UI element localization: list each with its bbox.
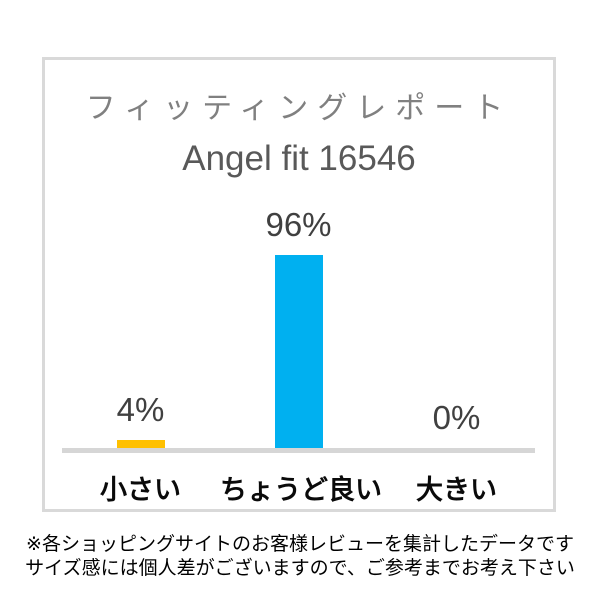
product-subtitle: Angel fit 16546 xyxy=(182,139,416,178)
category-labels-row: 小さい ちょうど良い 大きい xyxy=(62,468,535,507)
category-label-just-right: ちょうど良い xyxy=(220,475,382,505)
value-label-large: 0% xyxy=(432,399,481,436)
footnote-line-1: ※各ショッピングサイトのお客様レビューを集計したデータです xyxy=(26,534,574,555)
footnote: ※各ショッピングサイトのお客様レビューを集計したデータです サイズ感には個人差が… xyxy=(0,533,600,581)
bar-column-just-right: 96% xyxy=(220,208,377,448)
fitting-report-card: フィッティングレポート Angel fit 16546 4% 96% 0% 小さ… xyxy=(42,57,556,512)
value-label-small: 4% xyxy=(116,391,165,428)
bar-just-right xyxy=(274,255,323,448)
bar-column-large: 0% xyxy=(378,401,535,448)
x-axis-line xyxy=(62,448,535,453)
category-label-large: 大きい xyxy=(416,475,497,505)
bar-column-small: 4% xyxy=(62,393,219,448)
bar-chart: 4% 96% 0% 小さい ちょうど良い 大きい xyxy=(62,208,535,507)
value-label-just-right: 96% xyxy=(265,206,332,243)
footnote-line-2: サイズ感には個人差がございますので、ご参考までお考え下さい xyxy=(25,558,575,579)
category-label-small: 小さい xyxy=(100,475,181,505)
page-title: フィッティングレポート xyxy=(85,92,513,125)
bars-row: 4% 96% 0% xyxy=(62,208,535,448)
bar-small xyxy=(116,440,165,448)
